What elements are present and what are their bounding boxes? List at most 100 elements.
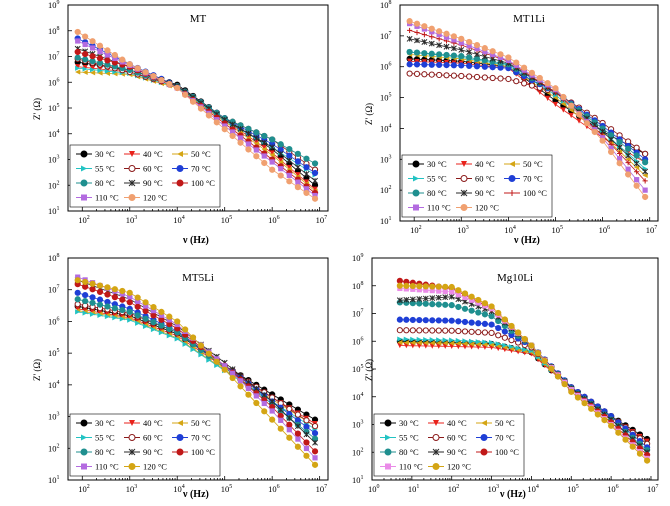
data-point — [568, 388, 575, 395]
data-point — [158, 330, 165, 336]
legend-label: 80 °C — [95, 447, 115, 457]
data-point — [413, 20, 421, 27]
data-point — [509, 190, 515, 196]
data-point — [413, 175, 419, 182]
legend-item: 30 °C — [76, 149, 115, 159]
data-point — [421, 32, 427, 38]
data-point — [448, 302, 455, 309]
data-point — [429, 317, 436, 324]
data-point — [403, 296, 410, 303]
data-point — [303, 439, 310, 446]
x-tick-label: 103 — [488, 484, 500, 494]
data-point — [295, 436, 301, 442]
y-tick-label: 103 — [380, 154, 392, 164]
data-point — [104, 303, 111, 310]
legend-box — [69, 144, 221, 208]
data-point — [303, 431, 310, 438]
data-point — [82, 41, 88, 48]
data-point — [436, 28, 443, 35]
data-point — [460, 175, 468, 182]
data-point — [128, 165, 136, 172]
data-point — [634, 177, 640, 183]
data-point — [469, 338, 475, 344]
y-tick-label: 109 — [48, 0, 60, 10]
data-point — [442, 340, 448, 346]
data-point — [303, 417, 310, 424]
data-point — [458, 35, 465, 42]
data-point — [406, 48, 413, 56]
data-point — [642, 168, 649, 175]
y-tick-label: 104 — [48, 380, 60, 390]
data-point — [608, 145, 614, 151]
data-point — [416, 316, 423, 324]
data-point — [286, 414, 293, 421]
data-point — [142, 299, 149, 306]
panel-mt: 102 103 104 105 106 107 101 102 103 104 105 106 107 1… — [32, 0, 329, 246]
data-point — [497, 54, 504, 61]
y-tick-label: 108 — [352, 281, 364, 291]
data-point — [455, 340, 461, 347]
data-point — [126, 289, 133, 296]
data-point — [413, 61, 421, 68]
data-point — [442, 301, 449, 308]
data-point — [421, 61, 428, 68]
data-point — [89, 280, 96, 287]
data-point — [412, 189, 420, 197]
data-point — [522, 346, 528, 353]
data-point — [481, 320, 489, 328]
data-point — [455, 287, 462, 294]
data-point — [443, 30, 450, 37]
data-point — [443, 72, 450, 79]
x-tick-label: 102 — [410, 225, 422, 235]
data-point — [119, 56, 126, 63]
data-point — [81, 194, 87, 201]
x-tick-label: 105 — [567, 484, 579, 494]
data-point — [403, 336, 409, 342]
data-point — [413, 204, 419, 211]
data-point — [311, 430, 319, 437]
data-point — [416, 340, 422, 346]
data-point — [644, 457, 651, 464]
data-point — [480, 448, 488, 456]
data-point — [89, 38, 96, 45]
x-tick-label: 105 — [221, 484, 233, 494]
legend-label: 120 °C — [143, 193, 167, 203]
data-point — [462, 338, 468, 344]
data-point — [513, 59, 520, 66]
legend-item: 50 °C — [476, 418, 515, 428]
data-point — [82, 307, 88, 313]
data-point — [616, 138, 623, 146]
data-point — [422, 300, 429, 307]
data-point — [205, 350, 212, 357]
legend-label: 40 °C — [475, 159, 495, 169]
data-point — [458, 46, 465, 53]
data-point — [182, 341, 188, 347]
data-point — [303, 423, 310, 430]
data-point — [221, 126, 228, 133]
data-point — [150, 308, 157, 314]
data-point — [294, 150, 301, 157]
data-point — [205, 112, 212, 119]
legend-item: 50 °C — [172, 149, 211, 159]
data-point — [429, 337, 435, 343]
y-tick-label: 108 — [48, 26, 60, 36]
data-point — [89, 58, 96, 65]
data-point — [150, 312, 157, 319]
data-point — [253, 399, 260, 407]
data-point — [508, 344, 515, 350]
data-point — [481, 63, 488, 70]
data-point — [410, 286, 416, 292]
data-point — [495, 341, 501, 347]
legend-label: 80 °C — [399, 447, 419, 457]
data-point — [601, 417, 608, 424]
data-point — [508, 322, 515, 330]
data-point — [436, 288, 442, 294]
data-point — [528, 82, 536, 89]
data-point — [396, 327, 403, 334]
legend-label: 30 °C — [95, 418, 115, 428]
data-point — [277, 425, 284, 432]
data-point — [166, 313, 173, 320]
legend-item: 55 °C — [408, 174, 447, 184]
data-point — [261, 392, 268, 398]
